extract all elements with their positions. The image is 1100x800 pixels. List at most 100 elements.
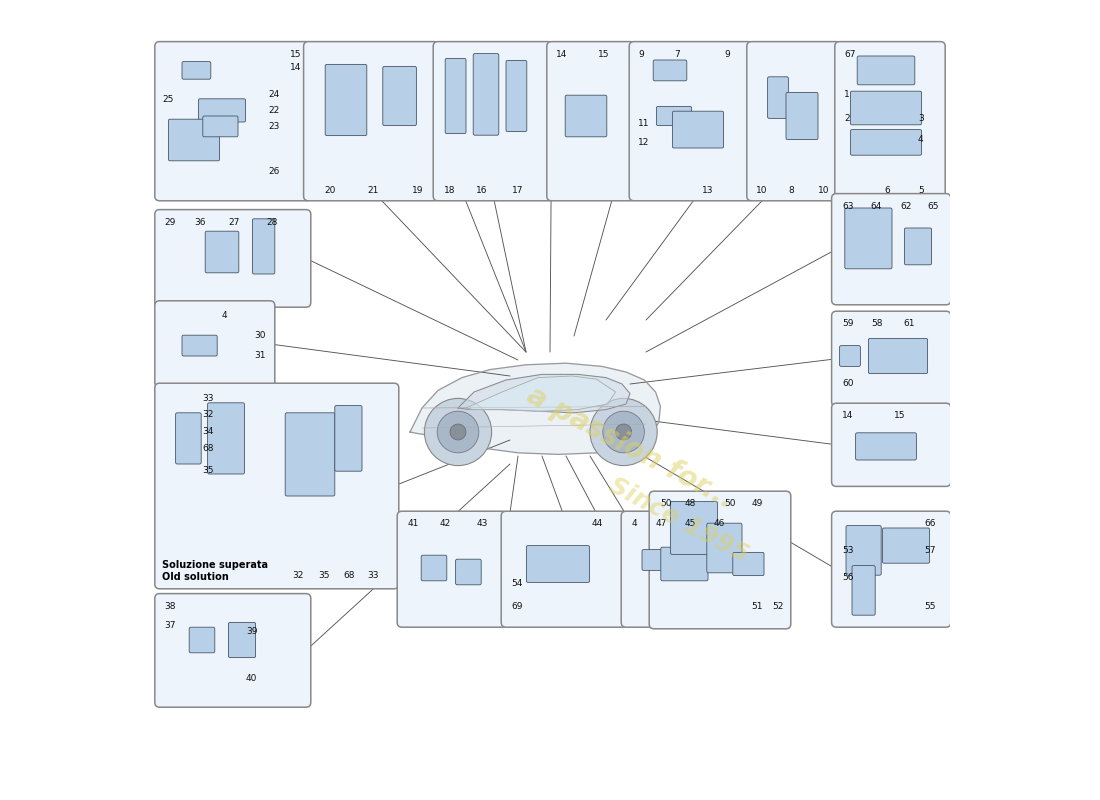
- Text: 33: 33: [367, 571, 380, 581]
- FancyBboxPatch shape: [846, 526, 881, 575]
- Circle shape: [603, 411, 645, 453]
- Text: 55: 55: [924, 602, 936, 611]
- Text: 65: 65: [927, 202, 939, 211]
- Text: 34: 34: [202, 427, 213, 437]
- FancyBboxPatch shape: [326, 64, 366, 135]
- FancyBboxPatch shape: [850, 130, 922, 155]
- Text: 14: 14: [290, 63, 301, 73]
- Polygon shape: [466, 376, 616, 411]
- FancyBboxPatch shape: [446, 58, 466, 134]
- Text: 11: 11: [638, 119, 649, 129]
- Text: 40: 40: [246, 674, 257, 683]
- Text: 46: 46: [714, 519, 725, 529]
- Text: 39: 39: [246, 627, 257, 637]
- Text: 4: 4: [222, 311, 228, 321]
- FancyBboxPatch shape: [189, 627, 214, 653]
- Text: 35: 35: [318, 571, 330, 581]
- FancyBboxPatch shape: [229, 622, 255, 658]
- Text: 1: 1: [845, 90, 850, 99]
- Text: 5: 5: [918, 186, 924, 195]
- Text: 68: 68: [202, 443, 213, 453]
- Text: 22: 22: [268, 106, 279, 115]
- Text: 58: 58: [871, 319, 883, 329]
- FancyBboxPatch shape: [421, 555, 447, 581]
- Text: 14: 14: [842, 411, 854, 421]
- Text: 4: 4: [631, 519, 637, 529]
- Text: 63: 63: [842, 202, 854, 211]
- FancyBboxPatch shape: [832, 311, 950, 406]
- FancyBboxPatch shape: [835, 42, 945, 201]
- Text: 19: 19: [412, 186, 424, 195]
- Text: 20: 20: [324, 186, 336, 195]
- Text: 32: 32: [293, 571, 304, 581]
- Text: 3: 3: [918, 114, 924, 123]
- Text: 54: 54: [512, 579, 522, 589]
- FancyBboxPatch shape: [845, 208, 892, 269]
- Circle shape: [450, 424, 466, 440]
- Text: 43: 43: [476, 519, 487, 529]
- Text: 66: 66: [924, 519, 936, 529]
- FancyBboxPatch shape: [868, 338, 927, 374]
- Text: 2: 2: [845, 114, 850, 123]
- Text: 68: 68: [343, 571, 355, 581]
- FancyBboxPatch shape: [202, 116, 238, 137]
- FancyBboxPatch shape: [832, 194, 950, 305]
- Text: 14: 14: [557, 50, 568, 59]
- Circle shape: [437, 411, 478, 453]
- Circle shape: [590, 398, 657, 466]
- FancyBboxPatch shape: [629, 42, 754, 201]
- FancyBboxPatch shape: [768, 77, 789, 118]
- FancyBboxPatch shape: [527, 546, 590, 582]
- Text: 57: 57: [924, 546, 936, 555]
- FancyBboxPatch shape: [832, 511, 950, 627]
- Text: 37: 37: [164, 621, 176, 630]
- FancyBboxPatch shape: [176, 413, 201, 464]
- Text: 48: 48: [684, 499, 696, 509]
- FancyBboxPatch shape: [707, 523, 743, 573]
- FancyBboxPatch shape: [661, 547, 708, 581]
- Text: 38: 38: [164, 602, 176, 611]
- Polygon shape: [458, 374, 630, 413]
- FancyBboxPatch shape: [433, 42, 553, 201]
- Text: 23: 23: [268, 122, 279, 131]
- Text: 28: 28: [266, 218, 277, 227]
- FancyBboxPatch shape: [747, 42, 842, 201]
- FancyBboxPatch shape: [850, 91, 922, 125]
- Text: 13: 13: [702, 186, 714, 195]
- Text: 62: 62: [901, 202, 912, 211]
- Circle shape: [425, 398, 492, 466]
- Text: 67: 67: [845, 50, 856, 59]
- FancyBboxPatch shape: [155, 383, 399, 589]
- FancyBboxPatch shape: [182, 335, 217, 356]
- Text: 36: 36: [194, 218, 206, 227]
- Text: Soluzione superata
Old solution: Soluzione superata Old solution: [162, 560, 268, 582]
- FancyBboxPatch shape: [168, 119, 220, 161]
- Text: 9: 9: [725, 50, 730, 59]
- FancyBboxPatch shape: [155, 594, 311, 707]
- FancyBboxPatch shape: [857, 56, 915, 85]
- FancyBboxPatch shape: [839, 346, 860, 366]
- Text: 16: 16: [476, 186, 488, 195]
- Text: 10: 10: [818, 186, 829, 195]
- Text: 56: 56: [842, 573, 854, 582]
- Text: 10: 10: [757, 186, 768, 195]
- Circle shape: [616, 424, 631, 440]
- Text: 18: 18: [444, 186, 455, 195]
- Text: 64: 64: [870, 202, 881, 211]
- Text: 12: 12: [638, 138, 649, 147]
- Polygon shape: [410, 363, 660, 454]
- Text: 6: 6: [884, 186, 890, 195]
- Text: 30: 30: [254, 331, 265, 341]
- FancyBboxPatch shape: [383, 66, 417, 126]
- FancyBboxPatch shape: [856, 433, 916, 460]
- Text: 15: 15: [290, 50, 301, 59]
- Text: 59: 59: [842, 319, 854, 329]
- Text: 69: 69: [512, 602, 524, 611]
- Text: 31: 31: [254, 351, 265, 361]
- Text: 50: 50: [660, 499, 672, 509]
- FancyBboxPatch shape: [506, 60, 527, 131]
- Text: 61: 61: [903, 319, 915, 329]
- Text: 27: 27: [229, 218, 240, 227]
- FancyBboxPatch shape: [455, 559, 481, 585]
- Text: 4: 4: [918, 135, 924, 145]
